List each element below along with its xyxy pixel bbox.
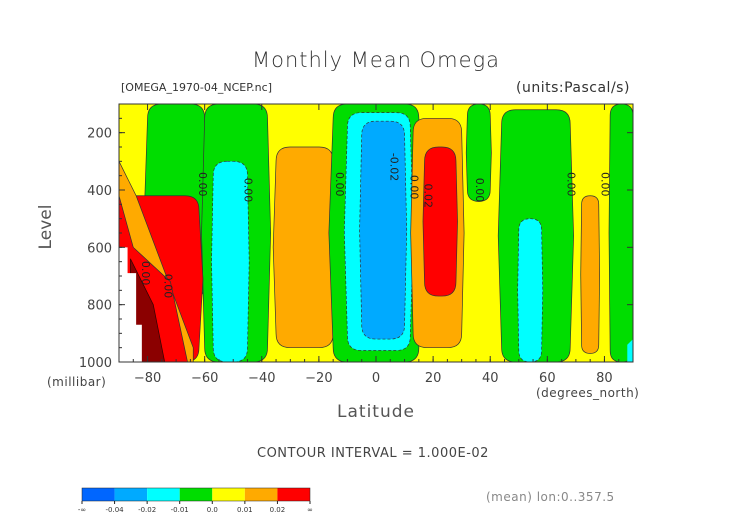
chart-title: Monthly Mean Omega bbox=[251, 48, 501, 72]
contour-label: 0.00 bbox=[162, 274, 175, 299]
contour-region bbox=[272, 146, 337, 349]
x-tick-label: −40 bbox=[248, 371, 275, 386]
y-tick-label: 200 bbox=[87, 127, 112, 142]
colorbar-swatch bbox=[147, 488, 180, 501]
contour-label: 0.00 bbox=[473, 178, 486, 203]
y-tick-label: 800 bbox=[87, 299, 112, 314]
contour-label: 0.00 bbox=[333, 172, 346, 197]
y-tick-label: 1000 bbox=[79, 356, 112, 371]
colorbar-label: -0.01 bbox=[171, 506, 189, 514]
y-axis-units: (millibar) bbox=[47, 375, 107, 389]
colorbar-frame bbox=[81, 487, 311, 502]
contour-region bbox=[608, 104, 633, 362]
colorbar-label: -0.02 bbox=[138, 506, 156, 514]
contour-label: 0.00 bbox=[407, 175, 420, 200]
contour-label: 0.00 bbox=[599, 172, 612, 197]
contour-label: 0.02 bbox=[422, 183, 435, 208]
y-tick-label: 400 bbox=[87, 184, 112, 199]
x-tick-label: −20 bbox=[305, 371, 332, 386]
colorbar-swatch bbox=[82, 488, 115, 501]
colorbar-swatch bbox=[212, 488, 245, 501]
x-tick-label: −80 bbox=[134, 371, 161, 386]
file-label: [OMEGA_1970-04_NCEP.nc] bbox=[121, 81, 272, 94]
contour-region bbox=[580, 195, 600, 354]
colorbar-label: -0.04 bbox=[106, 506, 125, 514]
contour-label: 0.00 bbox=[242, 178, 255, 203]
contour-interval-text: CONTOUR INTERVAL = 1.000E-02 bbox=[257, 446, 489, 461]
contour-region bbox=[422, 146, 458, 297]
colorbar-swatch bbox=[244, 488, 278, 501]
x-tick-label: 20 bbox=[425, 371, 442, 386]
contour-label: 0.00 bbox=[139, 261, 152, 286]
units-label: (units:Pascal/s) bbox=[516, 80, 630, 96]
contour-region bbox=[465, 104, 492, 202]
x-tick-label: −60 bbox=[191, 371, 218, 386]
y-tick-label: 600 bbox=[87, 241, 112, 256]
x-tick-label: 40 bbox=[482, 371, 499, 386]
colorbar-swatch bbox=[114, 488, 148, 501]
contour-label: 0.00 bbox=[564, 172, 577, 197]
colorbar-label: 0.0 bbox=[207, 506, 218, 514]
x-axis-label: Latitude bbox=[337, 402, 415, 422]
x-tick-label: 80 bbox=[596, 371, 613, 386]
missing-data-region bbox=[119, 247, 142, 362]
colorbar-label: 0.01 bbox=[237, 506, 253, 514]
colorbar-label: 0.02 bbox=[270, 506, 286, 514]
contour-region bbox=[517, 218, 544, 362]
x-tick-label: 60 bbox=[539, 371, 556, 386]
colorbar-label: ∞ bbox=[307, 506, 313, 514]
colorbar-swatch bbox=[179, 488, 213, 501]
contour-region bbox=[627, 339, 633, 362]
x-axis-units: (degrees_north) bbox=[536, 386, 640, 400]
contour-region bbox=[211, 160, 250, 362]
footer-note: (mean) lon:0..357.5 bbox=[486, 490, 615, 504]
contour-label: 0.00 bbox=[196, 172, 209, 197]
colorbar-label: -∞ bbox=[78, 506, 86, 514]
x-tick-label: 0 bbox=[372, 371, 380, 386]
contour-label: -0.02 bbox=[387, 153, 400, 181]
colorbar-swatch bbox=[277, 488, 310, 501]
contour-region bbox=[359, 120, 408, 340]
